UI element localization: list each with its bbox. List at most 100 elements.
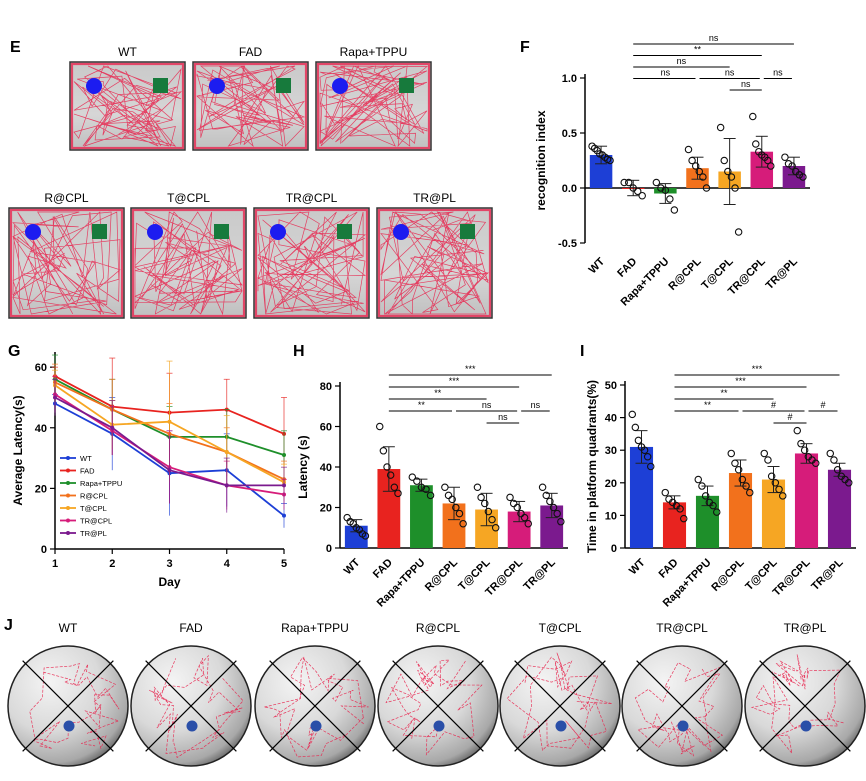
maze-tile-tr-pl: TR@PL [744, 621, 866, 767]
data-point [520, 513, 529, 522]
quadrant-divider [392, 660, 484, 752]
quadrant-divider [636, 660, 728, 752]
data-point [459, 519, 467, 528]
data-point [745, 488, 754, 497]
arena-tile-rapa-tppu: Rapa+TPPU [315, 45, 432, 151]
data-point [441, 483, 449, 491]
object-square-icon [460, 224, 475, 239]
data-point [624, 178, 633, 187]
y-tick-label: 40 [605, 413, 617, 425]
data-point [491, 523, 500, 532]
y-tick-label: 40 [320, 462, 332, 474]
maze-tile-label: Rapa+TPPU [281, 621, 349, 635]
object-square-icon [92, 224, 107, 239]
y-tick-label: 60 [35, 362, 47, 374]
y-tick-label: 20 [320, 503, 332, 515]
bar-fad [377, 469, 401, 548]
data-point [749, 112, 757, 121]
data-point [691, 162, 700, 170]
significance-label: ns [531, 400, 541, 410]
data-point [731, 184, 739, 192]
bar-tr-cpl [750, 151, 774, 188]
data-point [661, 186, 670, 194]
panel-letter-g: G [8, 343, 20, 360]
data-point [553, 509, 561, 518]
significance-label: # [820, 400, 825, 410]
maze-tile-tr-cpl: TR@CPL [621, 621, 743, 767]
swim-path [385, 659, 483, 756]
data-point [688, 156, 696, 165]
movement-track [134, 211, 243, 316]
data-point [549, 503, 558, 512]
maze-tile-label: WT [59, 621, 78, 635]
y-tick-label: 0 [611, 543, 617, 555]
data-point [473, 483, 482, 491]
significance-label: ** [434, 388, 442, 398]
bar-wt [589, 155, 613, 188]
bar-rapa-tppu [410, 485, 433, 548]
data-point [833, 466, 842, 474]
movement-track [196, 65, 306, 148]
arena-tile-wt: WT [69, 45, 186, 151]
significance-label: ns [741, 79, 751, 89]
x-tick-label-fad: FAD [615, 256, 639, 280]
data-point [379, 447, 388, 455]
significance-label: # [771, 400, 776, 410]
legend-marker [66, 456, 70, 460]
x-tick-label-wt: WT [342, 556, 363, 577]
significance-label: ns [709, 33, 719, 43]
data-point [628, 410, 637, 419]
data-point [661, 488, 670, 497]
panel-g-latency-line-chart: 0 20 40 60 1 2 3 4 5 Day Average Latency(s) WT FAD Ra… [11, 352, 287, 589]
swim-path [29, 663, 120, 750]
legend-label-tr-cpl: TR@CPL [80, 517, 112, 526]
platform-icon [800, 720, 812, 732]
series-point-rapa-tppu [282, 453, 286, 458]
data-point [408, 473, 417, 481]
data-point [386, 471, 395, 479]
swim-path [750, 654, 844, 754]
data-point [799, 173, 807, 181]
data-point [417, 483, 426, 491]
arena-tile-t-cpl: T@CPL [130, 191, 247, 319]
y-axis-label: recognition index [534, 110, 548, 210]
platform-icon [433, 720, 445, 732]
significance-label: ns [498, 412, 508, 422]
data-point [361, 532, 370, 540]
maze-tile-label: TR@CPL [656, 621, 708, 635]
data-point [738, 475, 747, 484]
data-point [657, 184, 665, 192]
data-point [781, 153, 789, 161]
x-tick-label-r-cpl: R@CPL [666, 255, 703, 292]
y-axis-label: Latency (s) [296, 435, 310, 498]
data-point [524, 519, 533, 528]
y-tick-label: 60 [320, 422, 332, 434]
series-point-t-cpl [224, 450, 229, 455]
significance-label: *** [735, 376, 746, 386]
data-point [727, 173, 736, 181]
object-square-icon [276, 78, 291, 93]
swim-path [149, 654, 244, 759]
maze-tile-label: T@CPL [539, 621, 582, 635]
data-point [546, 497, 554, 506]
object-circle-icon [86, 78, 102, 94]
swim-path [264, 656, 369, 758]
wall-track [316, 62, 431, 150]
maze-tile-label: TR@PL [784, 621, 827, 635]
y-axis-label: Time in platform quadrants(%) [585, 380, 599, 553]
data-point [752, 140, 760, 148]
legend-marker [66, 531, 70, 535]
series-point-tr-pl [53, 395, 57, 400]
quadrant-divider [514, 660, 606, 752]
movement-track [12, 211, 121, 316]
data-point [542, 491, 550, 500]
maze-tile-r-cpl: R@CPL [377, 621, 499, 767]
data-point [830, 456, 838, 464]
data-point [513, 503, 522, 512]
data-point [709, 501, 717, 510]
data-point [631, 423, 640, 432]
data-point [480, 499, 489, 508]
data-point [701, 492, 710, 500]
bar-tr-cpl [794, 453, 819, 548]
data-point [620, 178, 628, 187]
